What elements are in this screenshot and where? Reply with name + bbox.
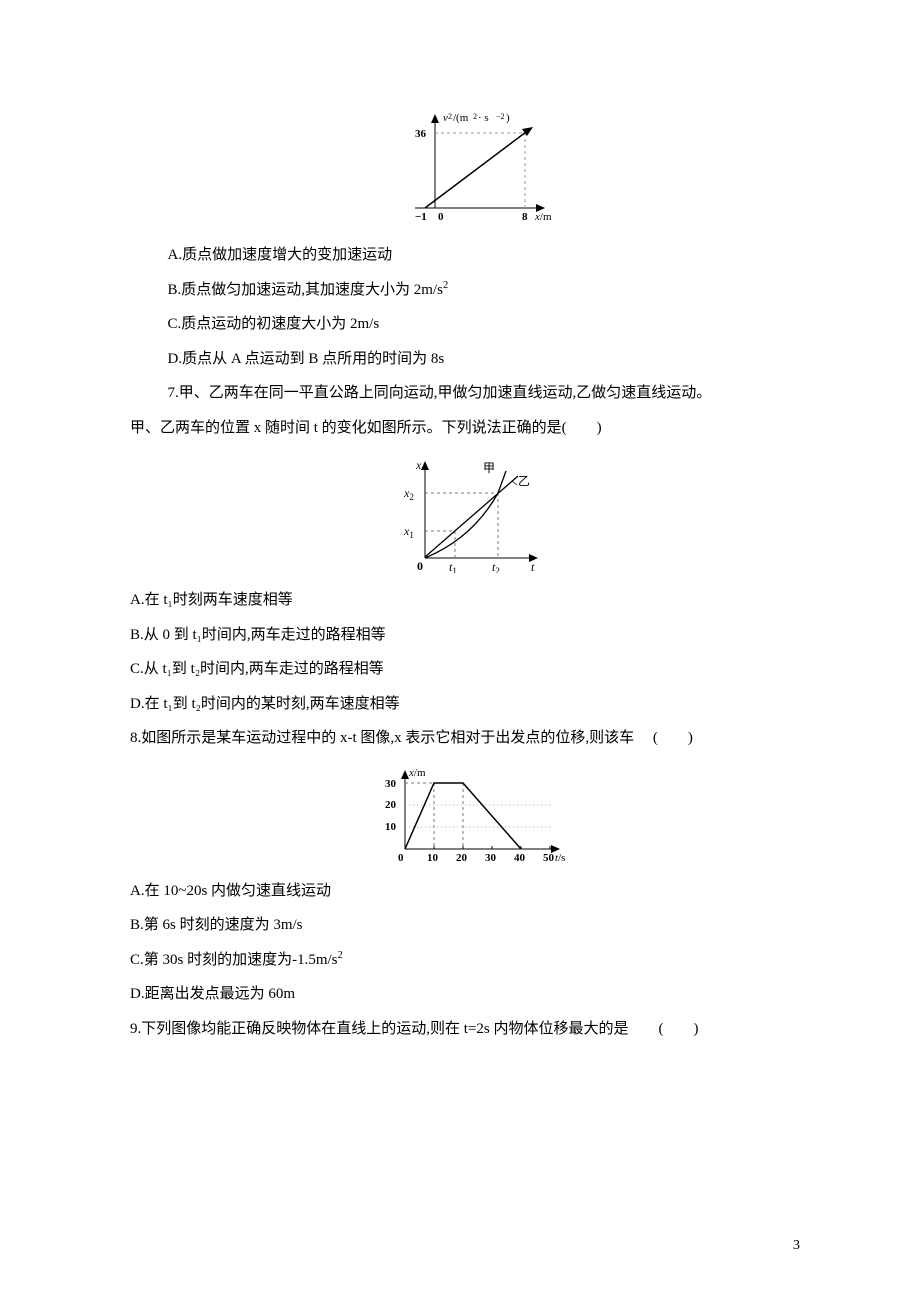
q8-c-text: C.第 30s 时刻的加速度为-1.5m/s [130,952,338,968]
svg-text:30: 30 [485,852,497,864]
q8-option-a: A.在 10~20s 内做匀速直线运动 [130,874,800,909]
svg-text:): ) [506,112,510,124]
svg-text:10: 10 [427,852,439,864]
q8-chart-wrap: x/m 30 20 10 0 10 20 30 40 50 t/s [130,764,800,864]
svg-text:40: 40 [514,852,526,864]
svg-text:t2: t2 [492,560,500,573]
svg-text:t/s: t/s [555,852,565,864]
q8-option-d: D.距离出发点最远为 60m [130,977,800,1012]
svg-text:x/m: x/m [408,767,426,779]
svg-text:30: 30 [385,778,397,790]
svg-text:2: 2 [448,112,452,121]
svg-text:20: 20 [456,852,468,864]
q7-chart-wrap: x 甲 乙 x2 x1 0 t1 t2 t [130,453,800,573]
q6-b-text: B.质点做匀加速运动,其加速度大小为 2m/s [168,282,443,298]
q7-option-b: B.从 0 到 t₁时间内,两车走过的路程相等 [130,618,800,653]
q8-option-b: B.第 6s 时刻的速度为 3m/s [130,908,800,943]
svg-text:2: 2 [473,112,477,121]
svg-text:50: 50 [543,852,555,864]
svg-text:乙: 乙 [518,474,530,488]
q8-stem: 8.如图所示是某车运动过程中的 x-t 图像,x 表示它相对于出发点的位移,则该… [130,721,800,756]
q6-b-sup: 2 [443,280,448,291]
q7-option-c: C.从 t₁到 t₂时间内,两车走过的路程相等 [130,652,800,687]
q8-option-c: C.第 30s 时刻的加速度为-1.5m/s2 [130,943,800,978]
svg-text:x/m: x/m [534,211,552,223]
svg-text:/(m: /(m [453,112,469,124]
q7-stem-2: 甲、乙两车的位置 x 随时间 t 的变化如图所示。下列说法正确的是( ) [130,411,800,446]
q6-option-d: D.质点从 A 点运动到 B 点所用的时间为 8s [130,342,800,377]
svg-text:x1: x1 [403,524,414,540]
svg-text:0: 0 [398,852,404,864]
svg-text:0: 0 [438,211,444,223]
q6-option-c: C.质点运动的初速度大小为 2m/s [130,307,800,342]
q7-stem-1: 7.甲、乙两车在同一平直公路上同向运动,甲做匀加速直线运动,乙做匀速直线运动。 [130,376,800,411]
svg-text:36: 36 [415,128,427,140]
q7-option-d: D.在 t₁到 t₂时间内的某时刻,两车速度相等 [130,687,800,722]
svg-text:· s: · s [478,112,489,124]
svg-text:x2: x2 [403,486,414,502]
svg-text:t: t [531,560,535,573]
svg-text:20: 20 [385,799,397,811]
q6-option-a: A.质点做加速度增大的变加速运动 [130,238,800,273]
svg-text:10: 10 [385,821,397,833]
svg-text:甲: 甲 [483,461,495,475]
svg-text:x: x [415,458,422,472]
svg-text:−2: −2 [496,112,505,121]
q9-stem: 9.下列图像均能正确反映物体在直线上的运动,则在 t=2s 内物体位移最大的是 … [130,1012,800,1047]
q8-chart: x/m 30 20 10 0 10 20 30 40 50 t/s [365,764,565,864]
q7-option-a: A.在 t₁时刻两车速度相等 [130,583,800,618]
q7-chart: x 甲 乙 x2 x1 0 t1 t2 t [383,453,548,573]
svg-text:8: 8 [522,211,528,223]
q8-c-sup: 2 [338,950,343,961]
q6-option-b: B.质点做匀加速运动,其加速度大小为 2m/s2 [130,273,800,308]
svg-text:t1: t1 [449,560,457,573]
svg-text:−1: −1 [415,211,427,223]
svg-text:0: 0 [417,559,423,573]
q6-chart-wrap: v 2 /(m 2 · s −2 ) 36 −1 0 8 x/m [130,108,800,228]
page-number: 3 [793,1230,800,1262]
q6-chart: v 2 /(m 2 · s −2 ) 36 −1 0 8 x/m [375,108,555,228]
